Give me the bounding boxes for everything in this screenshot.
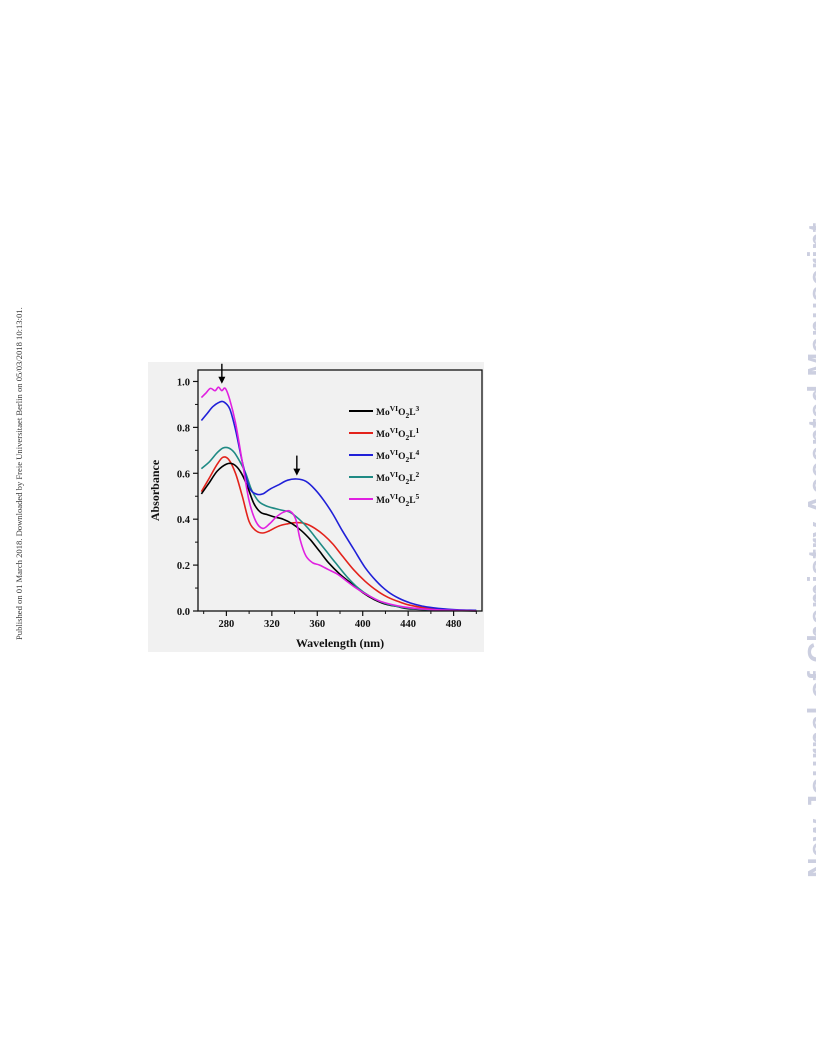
publication-note: Published on 01 March 2018. Downloaded b… (14, 307, 24, 640)
arrow-head (293, 468, 301, 476)
journal-watermark: New Journal of Chemistry Accepted Manusc… (803, 222, 816, 878)
annotation-arrows (218, 363, 301, 476)
chart-series-group (200, 386, 477, 612)
x-tick-label: 400 (355, 619, 371, 630)
series-line-L5 (200, 386, 477, 612)
y-tick-label: 0.6 (177, 469, 190, 480)
legend-label: MoVIO2L2 (376, 470, 420, 486)
series-line-L1 (200, 456, 477, 612)
x-tick-label: 440 (400, 619, 416, 630)
legend-label: MoVIO2L3 (376, 404, 420, 420)
legend-label: MoVIO2L4 (376, 448, 420, 464)
y-axis-ticks: 0.0 0.2 0.4 0.6 0.8 1.0 (177, 377, 198, 618)
x-axis-title: Wavelength (nm) (296, 636, 384, 650)
y-tick-label: 0.4 (177, 515, 191, 526)
x-tick-label: 280 (219, 619, 235, 630)
arrow-head (218, 376, 226, 384)
x-tick-label: 480 (446, 619, 462, 630)
series-line-L4 (200, 400, 477, 612)
y-tick-label: 0.2 (177, 561, 190, 572)
legend-label: MoVIO2L1 (376, 426, 420, 442)
y-tick-label: 0.8 (177, 423, 190, 434)
x-axis-ticks: 280 320 360 400 440 480 (203, 611, 477, 630)
x-tick-label: 320 (264, 619, 280, 630)
absorbance-chart: 280 320 360 400 440 480 0.0 0.2 0.4 0.6 0.8 1.0 Wa… (148, 363, 483, 650)
y-axis-title: Absorbance (148, 459, 162, 521)
absorbance-figure: 280 320 360 400 440 480 0.0 0.2 0.4 0.6 0.8 1.0 Wa… (148, 362, 484, 652)
series-line-L2 (200, 446, 477, 612)
x-tick-label: 360 (309, 619, 325, 630)
series-line-L3 (200, 462, 477, 612)
legend-label: MoVIO2L5 (376, 492, 420, 508)
y-tick-label: 0.0 (177, 607, 190, 618)
y-tick-label: 1.0 (177, 377, 190, 388)
chart-legend: MoVIO2L3 MoVIO2L1 MoVIO2L4 MoVIO2L2 MoVIO2L5 (349, 404, 420, 508)
